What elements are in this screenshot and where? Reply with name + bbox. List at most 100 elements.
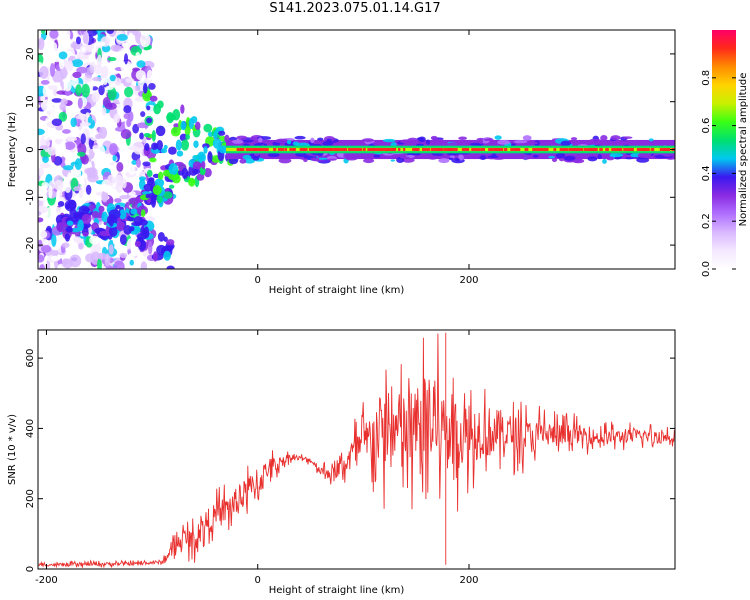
noise-blob: [129, 259, 134, 266]
ridge-peak: [239, 148, 245, 151]
noise-blob: [60, 98, 68, 106]
noise-blob: [85, 184, 92, 195]
ridge-blob: [520, 154, 531, 160]
transition-blob: [194, 121, 201, 131]
ridge-peak: [293, 148, 296, 151]
ridge-blob: [279, 153, 287, 159]
ridge-blob: [494, 135, 502, 140]
noise-blob: [38, 205, 49, 214]
ridge-blob: [570, 137, 578, 141]
transition-blob: [199, 167, 206, 175]
ridge-blob: [317, 157, 328, 160]
arc-blob: [143, 226, 149, 236]
arc-blob: [108, 225, 118, 237]
noise-blob: [61, 242, 70, 248]
transition-blob: [172, 174, 181, 184]
ridge-peak: [461, 148, 470, 151]
noise-blob: [64, 182, 72, 194]
noise-blob: [73, 236, 82, 243]
y-tick-label: 600: [25, 349, 36, 368]
noise-blob: [62, 258, 69, 266]
noise-blob: [76, 66, 88, 74]
noise-blob: [98, 145, 106, 160]
colorbar-tick-label: 0.4: [701, 165, 712, 181]
noise-blob: [66, 60, 74, 72]
ridge-blob: [555, 152, 566, 159]
ridge-blob: [532, 141, 539, 145]
noise-blob: [42, 85, 50, 98]
noise-blob: [86, 167, 98, 179]
transition-blob: [160, 148, 168, 154]
ridge-blob: [513, 140, 528, 144]
ridge-blob: [648, 138, 654, 142]
ridge-peak: [258, 148, 267, 151]
noise-blob: [107, 87, 117, 101]
noise-blob: [51, 118, 63, 127]
ridge-peak: [663, 148, 670, 151]
transition-blob: [207, 151, 213, 163]
arc-blob: [77, 219, 84, 232]
ridge-blob: [310, 137, 315, 144]
ridge-peak: [391, 148, 397, 151]
ridge-peak: [357, 148, 363, 151]
noise-blob: [82, 31, 88, 44]
noise-blob: [58, 57, 65, 70]
ridge-blob: [479, 155, 487, 161]
ridge-peak: [480, 148, 486, 151]
transition-blob: [203, 167, 212, 178]
ridge-blob: [286, 139, 292, 145]
colorbar-tick-label: 0.2: [701, 213, 712, 229]
transition-blob: [143, 82, 148, 94]
ridge-peak: [515, 148, 521, 151]
noise-blob: [120, 129, 132, 140]
noise-blob: [70, 117, 77, 128]
noise-blob: [105, 102, 117, 110]
noise-blob: [146, 69, 153, 81]
arc-blob: [64, 233, 71, 242]
noise-blob: [40, 245, 52, 253]
ridge-peak: [403, 148, 406, 151]
ridge-blob: [294, 135, 306, 140]
noise-blob: [73, 186, 82, 192]
ridge-blob: [430, 135, 438, 141]
transition-blob: [162, 191, 173, 199]
ridge-blob: [600, 134, 608, 141]
ridge-blob: [317, 137, 324, 141]
ridge-peak: [386, 148, 396, 151]
transition-blob: [148, 177, 155, 183]
x-tick-label: 0: [255, 275, 261, 286]
ridge-peak: [343, 148, 348, 151]
ridge-peak: [284, 148, 288, 151]
noise-blob: [119, 252, 128, 258]
noise-blob: [38, 211, 42, 216]
noise-blob: [128, 145, 139, 151]
noise-blob: [116, 34, 128, 41]
y-tick-label: 0: [25, 146, 36, 152]
noise-blob: [86, 30, 98, 37]
ridge-peak: [532, 148, 539, 151]
ridge-peak: [524, 148, 529, 151]
colorbar-tick-label: 0.0: [701, 261, 712, 277]
transition-blob: [146, 169, 153, 178]
noise-blob: [40, 79, 50, 85]
x-tick-label: -200: [35, 275, 58, 286]
ridge-peak: [636, 148, 646, 151]
ridge-blob: [427, 154, 439, 160]
noise-blob: [38, 128, 45, 136]
arc-blob: [82, 231, 89, 237]
spectrogram-heatmap: [38, 30, 675, 269]
ridge-blob: [448, 157, 454, 161]
transition-blob: [153, 103, 162, 115]
noise-blob: [136, 158, 141, 168]
snr-x-axis-label: Height of straight line (km): [269, 585, 405, 596]
transition-blob: [203, 146, 208, 154]
arc-blob: [81, 213, 92, 225]
transition-blob: [188, 178, 196, 184]
ridge-peak: [599, 148, 603, 151]
noise-blob: [92, 145, 100, 150]
ridge-blob: [322, 141, 334, 147]
noise-blob: [140, 111, 146, 117]
ridge-blob: [353, 141, 358, 147]
noise-blob: [113, 260, 125, 269]
noise-blob: [91, 91, 100, 103]
